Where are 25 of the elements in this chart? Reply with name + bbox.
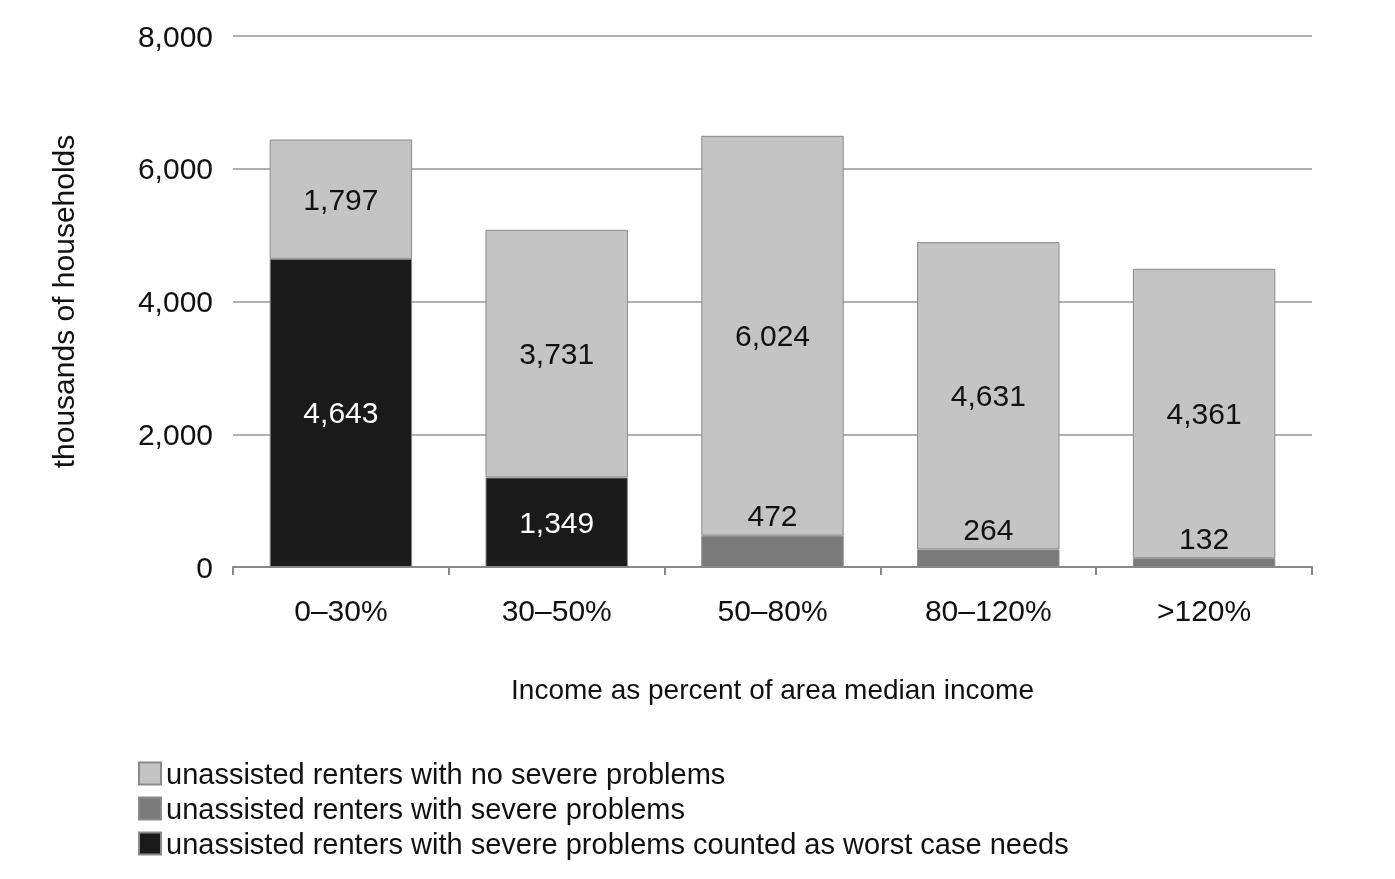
- data-label: 1,797: [303, 182, 379, 216]
- x-tick-label: 0–30%: [294, 593, 388, 627]
- legend-label: unassisted renters with severe problems counted as worst case needs: [166, 827, 1069, 860]
- data-label: 1,349: [519, 505, 595, 539]
- data-label: 3,731: [519, 337, 595, 371]
- y-tick-label: 6,000: [137, 152, 213, 186]
- legend-label: unassisted renters with no severe problems: [166, 757, 726, 790]
- data-label: 264: [963, 512, 1014, 546]
- y-tick-label: 0: [196, 550, 213, 584]
- data-label: 132: [1179, 521, 1230, 555]
- y-tick-label: 4,000: [137, 285, 213, 318]
- x-tick-label: 30–50%: [501, 593, 612, 627]
- x-tick-label: 50–80%: [717, 593, 828, 627]
- legend-label: unassisted renters with severe problems: [166, 792, 686, 825]
- data-label: 4,361: [1166, 397, 1242, 431]
- y-tick-label: 2,000: [137, 417, 213, 451]
- data-label: 472: [747, 499, 798, 533]
- data-label: 4,631: [950, 379, 1026, 413]
- y-tick-label: 8,000: [137, 19, 213, 53]
- x-tick-label: >120%: [1156, 593, 1252, 627]
- x-tick-label: 80–120%: [924, 593, 1052, 627]
- x-axis-title: Income as percent of area median income: [511, 673, 1034, 705]
- data-label: 4,643: [303, 396, 379, 430]
- y-axis-title: thousands of households: [46, 134, 80, 469]
- data-label: 6,024: [734, 319, 811, 353]
